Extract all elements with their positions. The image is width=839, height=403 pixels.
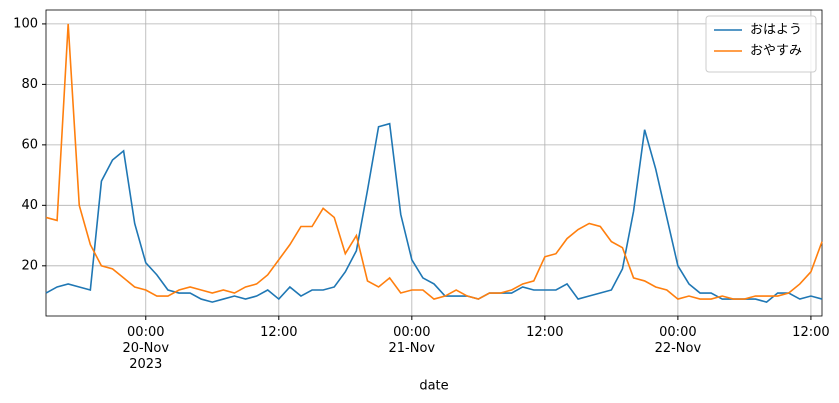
- series-line: [45, 122, 823, 303]
- y-tick-label: 80: [21, 77, 38, 92]
- series-line: [45, 23, 823, 300]
- x-tick-label: 00:00 20-Nov 2023: [122, 325, 170, 372]
- y-tick-label: 20: [21, 258, 38, 273]
- x-tick-label: 12:00: [260, 325, 298, 340]
- x-tick-label: 12:00: [792, 325, 830, 340]
- y-tick-label: 100: [13, 16, 38, 31]
- x-tick-label: 00:00 22-Nov: [654, 325, 702, 356]
- x-axis-label: date: [419, 379, 448, 394]
- y-tick-label: 40: [21, 198, 38, 213]
- plot-frame: [45, 9, 823, 317]
- x-tick-label: 00:00 21-Nov: [388, 325, 436, 356]
- legend-label: おやすみ: [750, 44, 802, 59]
- y-tick-label: 60: [21, 137, 38, 152]
- legend-label: おはよう: [750, 23, 802, 38]
- x-tick-label: 12:00: [526, 325, 564, 340]
